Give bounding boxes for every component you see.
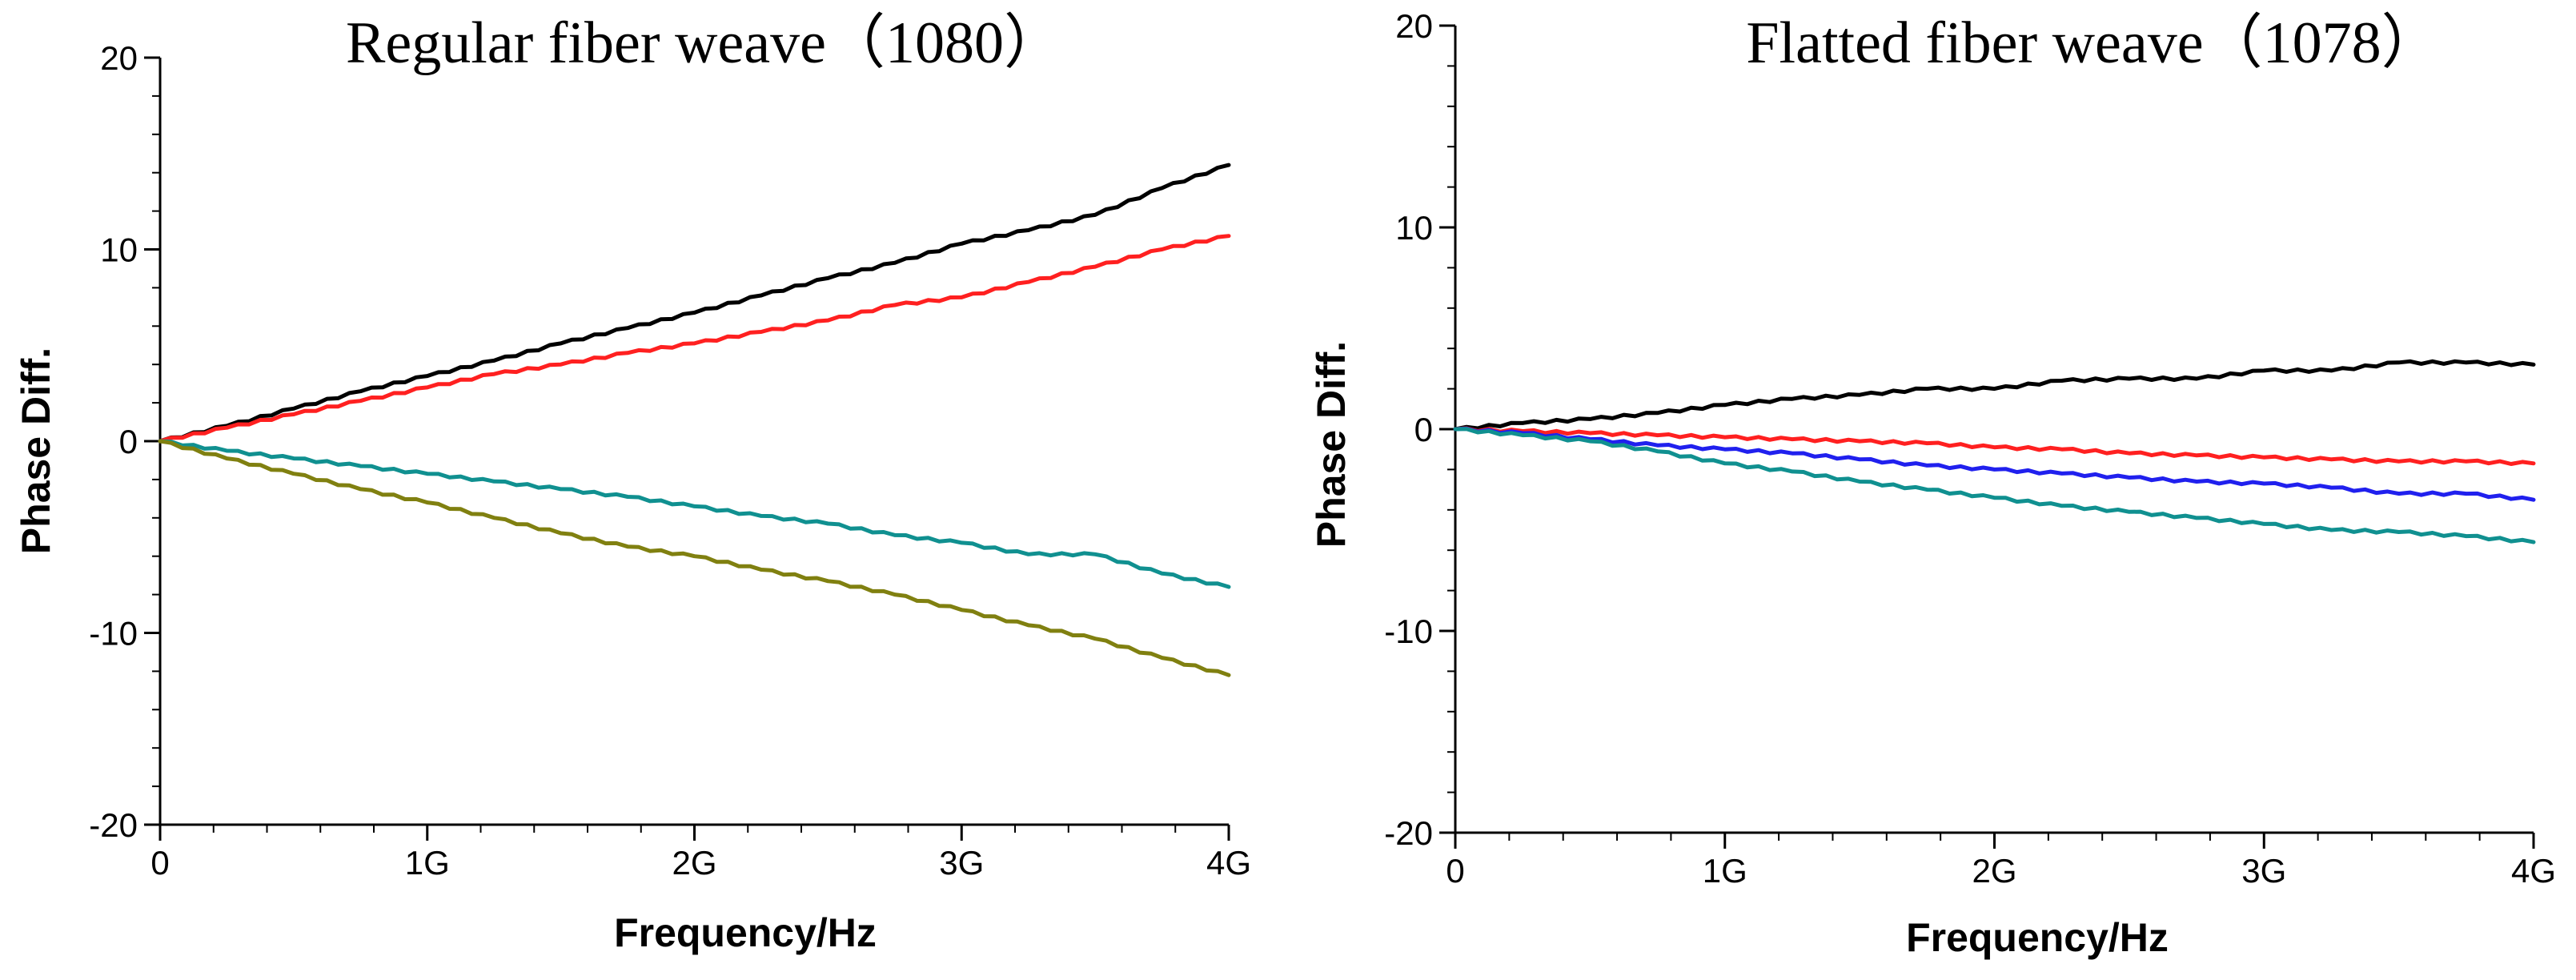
series-line-red xyxy=(1453,426,2536,466)
chart-title: Regular fiber weave（1080） xyxy=(346,10,1063,76)
chart-title: Flatted fiber weave（1078） xyxy=(1746,10,2440,76)
x-axis-label: Frequency/Hz xyxy=(1906,915,2169,960)
x-tick-label: 0 xyxy=(1446,852,1464,890)
y-tick-label: -10 xyxy=(89,615,138,653)
y-tick-label: -10 xyxy=(1384,612,1433,650)
series-line-red xyxy=(158,234,1231,444)
chart-regular-fiber-weave: Regular fiber weave（1080） Frequency/Hz P… xyxy=(14,10,1251,955)
y-axis-label: Phase Diff. xyxy=(14,347,58,554)
x-tick-label: 2G xyxy=(1972,852,2016,890)
x-tick-label: 1G xyxy=(1703,852,1747,890)
y-axis-label: Phase Diff. xyxy=(1309,341,1354,548)
x-tick-label: 3G xyxy=(2241,852,2286,890)
x-tick-label: 0 xyxy=(150,844,169,882)
y-tick-label: 0 xyxy=(1414,411,1433,448)
x-tick-label: 2G xyxy=(672,844,716,882)
y-tick-label: -20 xyxy=(89,806,138,844)
x-tick-label: 3G xyxy=(939,844,984,882)
x-tick-label: 4G xyxy=(2511,852,2556,890)
y-tick-label: 0 xyxy=(119,423,138,460)
y-tick-label: 20 xyxy=(1395,7,1433,45)
y-tick-label: 20 xyxy=(100,39,138,77)
y-tick-label: -20 xyxy=(1384,814,1433,852)
series-line-teal xyxy=(1453,427,2536,544)
series-line-black xyxy=(1453,359,2536,432)
x-tick-label: 4G xyxy=(1206,844,1251,882)
series-line-teal xyxy=(158,439,1231,589)
y-tick-label: 10 xyxy=(100,231,138,269)
x-axis-label: Frequency/Hz xyxy=(614,910,877,955)
chart-flatted-fiber-weave: Flatted fiber weave（1078） Frequency/Hz P… xyxy=(1309,7,2556,960)
y-tick-label: 10 xyxy=(1395,209,1433,247)
series-line-black xyxy=(158,163,1231,444)
x-tick-label: 1G xyxy=(405,844,450,882)
series-line-blue xyxy=(1453,426,2536,502)
series-line-olive xyxy=(158,439,1231,677)
